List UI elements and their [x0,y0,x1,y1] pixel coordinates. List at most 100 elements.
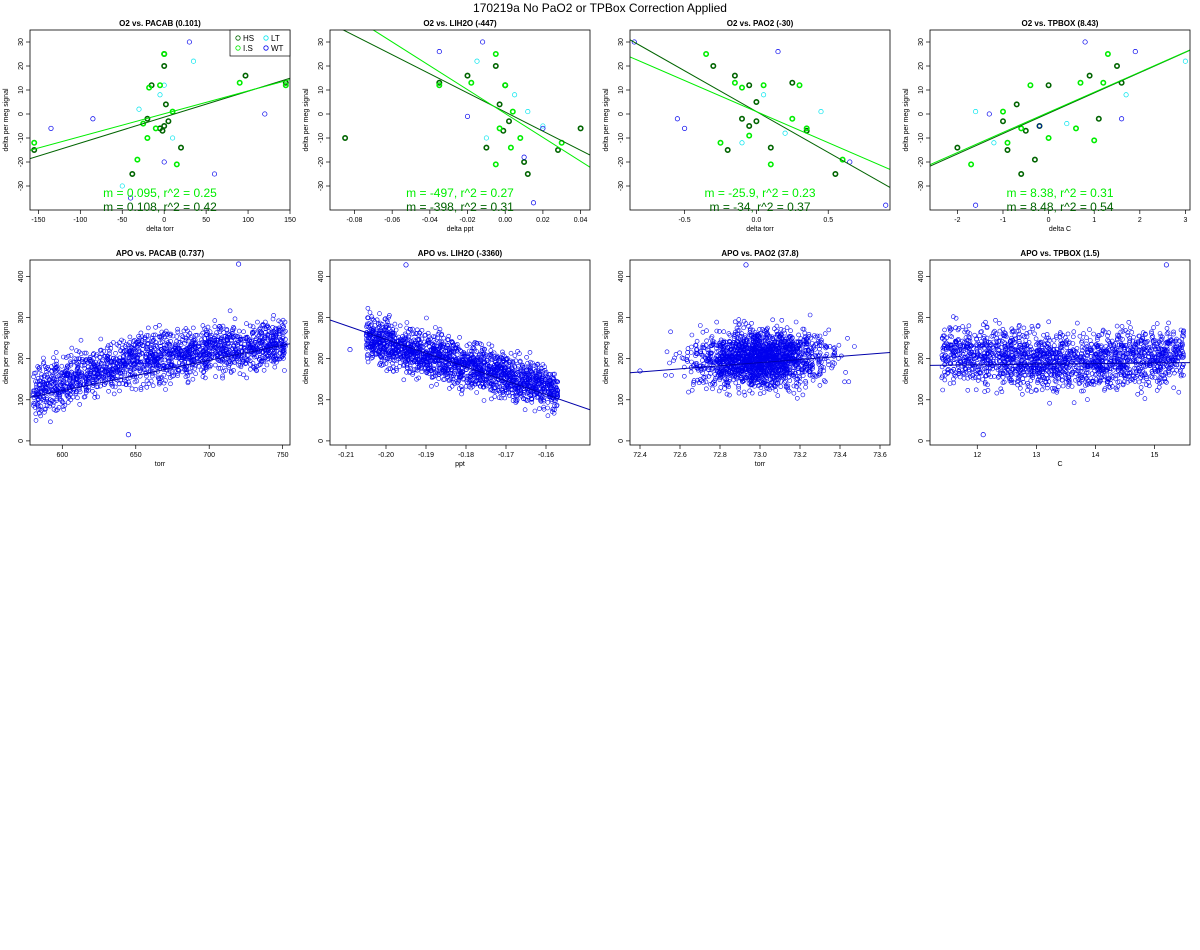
data-point [529,370,534,375]
data-point [767,144,774,151]
data-point [183,335,189,341]
data-point [461,351,467,357]
fit-annotation: m = -25.9, r^2 = 0.23 [704,186,815,200]
data-point [380,332,386,338]
data-point [120,350,126,355]
data-point [192,343,197,349]
data-point [280,334,286,340]
x-tick-label: 2 [1138,217,1142,224]
data-point [813,374,819,379]
fit-annotation: m = 8.38, r^2 = 0.31 [1006,186,1113,200]
data-point [158,340,163,346]
data-point [384,368,390,373]
data-point [669,373,674,378]
data-point [483,380,488,385]
chart-panel-apo-pacab: APO vs. PACAB (0.737) 600 650 700 750 0 100 200… [0,245,300,475]
x-tick-label: -100 [73,217,87,224]
data-point [134,156,141,163]
fit-line-is [630,56,890,170]
data-point [513,398,518,403]
data-point [508,350,514,356]
data-point [164,338,170,343]
data-point [534,362,540,367]
y-tick-label: 300 [318,312,325,324]
data-point [167,375,173,380]
data-point [495,365,501,371]
data-point [467,377,473,382]
data-point [531,363,537,368]
data-point [545,376,551,382]
data-point [415,327,420,333]
data-point [803,344,809,350]
data-point [1004,139,1011,146]
data-point [727,392,732,398]
data-point [31,374,36,380]
data-point [436,79,443,86]
data-point [88,357,94,363]
data-point [803,125,810,132]
y-tick-label: -20 [618,157,625,167]
data-point [432,359,438,364]
data-point [1082,39,1088,45]
data-point [538,386,543,392]
data-point [215,334,221,339]
data-point [119,358,125,363]
data-point [388,323,394,329]
data-point [242,346,248,351]
data-point [392,355,397,360]
data-point [165,118,172,125]
data-point [474,349,479,354]
series-hs [710,62,839,178]
data-point [459,349,464,354]
data-point [126,359,131,364]
chart-svg: O2 vs. LIH2O (-447)-0.08 -0.06 -0.04 -0.02 0… [303,19,591,233]
data-point [175,347,180,353]
data-point [470,345,476,351]
data-point [443,348,448,353]
data-point [106,389,111,394]
data-point [405,365,410,370]
y-axis-label: delta per meg signal [603,88,610,151]
data-point [59,376,65,381]
data-point [119,183,125,189]
data-point [216,326,222,332]
data-point [721,329,727,334]
data-point [214,330,219,335]
data-point [216,366,221,371]
data-point [774,323,780,329]
data-point [74,348,79,353]
data-point [170,354,176,360]
data-point [826,359,831,364]
data-point [736,386,741,391]
data-point [514,371,519,376]
data-point [90,116,96,122]
data-point [453,343,459,348]
data-point [795,396,800,401]
data-point [217,324,222,329]
data-point [746,132,753,139]
y-tick-label: 100 [18,394,25,406]
data-point [115,361,120,366]
data-point [460,386,465,392]
legend-label: WT [271,44,284,53]
legend-marker [263,45,269,51]
data-point [540,362,546,367]
data-point [244,321,249,326]
x-tick-label: 0.04 [574,217,588,224]
data-point [727,377,733,382]
data-point [138,385,144,390]
data-point [213,362,218,368]
data-point [93,367,98,372]
data-point [394,353,400,359]
data-point [278,338,284,344]
y-tick-label: 0 [18,112,25,116]
data-point [760,82,767,89]
data-point [376,349,381,355]
data-point [255,333,261,339]
fit-annotation: m = 0.095, r^2 = 0.25 [103,186,217,200]
data-point [822,356,827,362]
data-point [699,344,705,350]
data-point [450,340,456,346]
data-point [75,376,80,381]
chart-panel-o2-pao2: O2 vs. PAO2 (-30) -0.5 0.0 0.5 -30 -20 -10 0 10 2… [600,15,900,245]
